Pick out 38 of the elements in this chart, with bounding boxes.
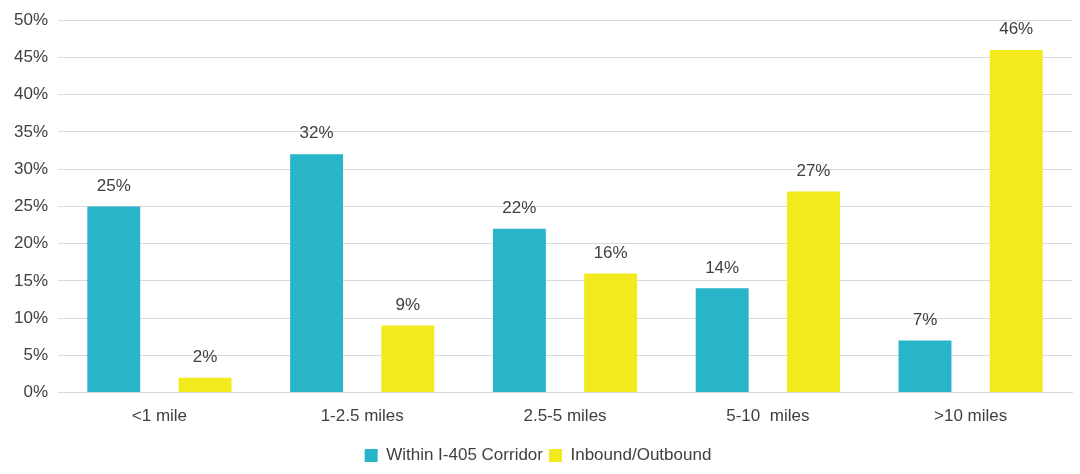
x-tick-label: 1-2.5 miles [320, 406, 404, 426]
legend-label: Inbound/Outbound [570, 445, 712, 465]
y-tick-label: 5% [23, 345, 49, 365]
x-tick-label: >10 miles [933, 406, 1008, 426]
bar [381, 325, 435, 393]
data-label: 7% [912, 309, 938, 329]
bar [989, 49, 1043, 393]
y-tick-label: 20% [13, 233, 49, 253]
y-tick-label: 10% [13, 307, 49, 327]
bar [695, 288, 749, 393]
bar [87, 206, 141, 393]
data-label: 14% [705, 257, 740, 277]
y-tick-label: 0% [23, 382, 49, 402]
y-tick-label: 45% [13, 47, 49, 67]
data-label: 32% [299, 123, 334, 143]
y-tick-label: 30% [13, 158, 49, 178]
y-tick-label: 25% [13, 196, 49, 216]
bar [178, 377, 232, 393]
x-tick-label: 2.5-5 miles [523, 406, 607, 426]
y-tick-label: 50% [13, 9, 49, 29]
bar [290, 154, 344, 393]
data-label: 25% [96, 175, 131, 195]
bar [786, 191, 840, 393]
data-label: 22% [502, 197, 537, 217]
bar [492, 228, 546, 393]
data-label: 2% [192, 346, 218, 366]
y-tick-label: 15% [13, 270, 49, 290]
data-label: 27% [796, 160, 831, 180]
bar [898, 340, 952, 393]
x-tick-label: <1 mile [131, 406, 188, 426]
data-label: 46% [999, 19, 1034, 39]
bar [584, 273, 638, 393]
data-label: 9% [395, 294, 421, 314]
y-tick-label: 35% [13, 121, 49, 141]
data-label: 16% [593, 242, 628, 262]
y-tick-label: 40% [13, 84, 49, 104]
legend-label: Within I-405 Corridor [386, 445, 544, 465]
x-tick-label: 5-10 miles [726, 406, 810, 426]
